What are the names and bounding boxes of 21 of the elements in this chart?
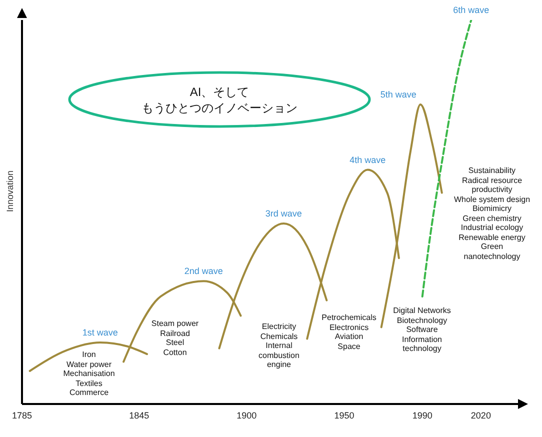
annotation: Digital Networks Biotechnology Software Information technology (393, 306, 451, 353)
annotation: Steam power Railroad Steel Cotton (150, 319, 200, 357)
series-label: 4th wave (350, 154, 386, 165)
text: Sustainability Radical resource productivity Whole system design Biomimicry Green chemistry Industrial ecology Renewable energy Green nanotechnology (454, 166, 530, 260)
annotation: Iron Water power Mechanisation Textiles Commerce (62, 350, 116, 398)
series-label: 1st wave (82, 328, 118, 338)
series-label: 3rd wave (265, 208, 302, 219)
series-label: 2nd wave (184, 266, 223, 276)
series-label: 5th wave (380, 89, 416, 100)
series-label: 6th wave (453, 5, 490, 15)
annotation: Electricity Chemicals Internal combustion engine (258, 322, 300, 370)
x-tick-label: 1845 (129, 410, 150, 420)
annotation: Petrochemicals Electronics Aviation Space (322, 313, 376, 350)
x-tick-label: 2020 (470, 410, 491, 420)
x-tick-label: 1900 (236, 410, 257, 420)
annotation: もうひとつのイノベーション (142, 100, 298, 116)
x-tick-label: 1785 (12, 410, 32, 420)
annotation: AI、そして (190, 84, 250, 100)
x-tick-label: 1950 (334, 410, 354, 420)
x-tick-label: 1990 (412, 410, 432, 420)
y-axis-title: Innovation (5, 170, 16, 212)
